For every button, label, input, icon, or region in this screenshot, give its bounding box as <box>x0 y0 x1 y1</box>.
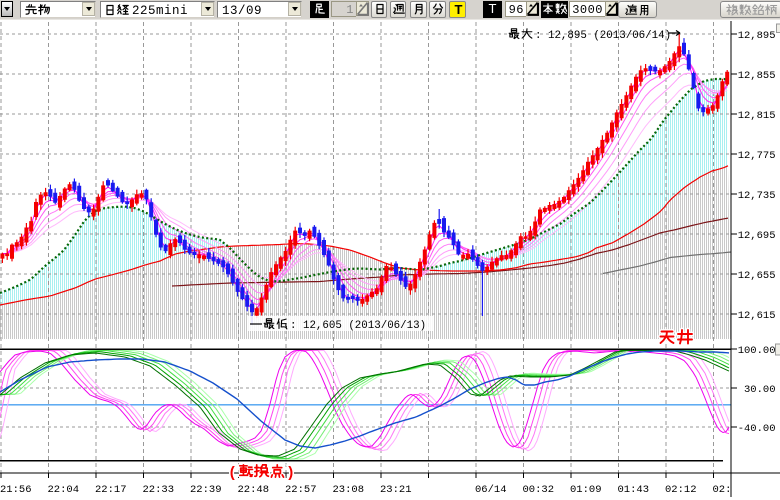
svg-text:(: ( <box>228 465 237 482</box>
svg-text:): ) <box>286 465 295 482</box>
svg-text:06/14: 06/14 <box>475 484 507 496</box>
svg-text:12,775: 12,775 <box>738 150 776 162</box>
svg-text:: 12,605 (2013/06/13): : 12,605 (2013/06/13) <box>290 320 426 332</box>
svg-text:12,695: 12,695 <box>738 230 776 242</box>
svg-text:23:21: 23:21 <box>380 484 412 496</box>
svg-text:22:39: 22:39 <box>190 484 222 496</box>
svg-text:12,655: 12,655 <box>738 270 776 282</box>
svg-text:01:43: 01:43 <box>618 484 650 496</box>
svg-text:-40.00: -40.00 <box>738 423 776 435</box>
svg-text:12,735: 12,735 <box>738 190 776 202</box>
svg-text:12,815: 12,815 <box>738 110 776 122</box>
svg-text:21:56: 21:56 <box>0 484 32 496</box>
svg-text:01:09: 01:09 <box>570 484 602 496</box>
svg-text:22:17: 22:17 <box>95 484 127 496</box>
svg-text:30.00: 30.00 <box>744 384 776 396</box>
svg-text:02:12: 02:12 <box>665 484 697 496</box>
svg-text:22:48: 22:48 <box>238 484 270 496</box>
svg-text:22:57: 22:57 <box>285 484 317 496</box>
svg-text:22:33: 22:33 <box>143 484 175 496</box>
svg-text:23:08: 23:08 <box>333 484 365 496</box>
svg-text:12,855: 12,855 <box>738 70 776 82</box>
svg-text:100.00: 100.00 <box>738 345 776 357</box>
svg-text:: 12,895 (2013/06/14): : 12,895 (2013/06/14) <box>535 30 671 42</box>
svg-text:22:04: 22:04 <box>48 484 80 496</box>
svg-text:00:32: 00:32 <box>523 484 555 496</box>
svg-text:12,895: 12,895 <box>738 30 776 42</box>
svg-text:12,615: 12,615 <box>738 310 776 322</box>
svg-text:02:: 02: <box>713 484 732 496</box>
